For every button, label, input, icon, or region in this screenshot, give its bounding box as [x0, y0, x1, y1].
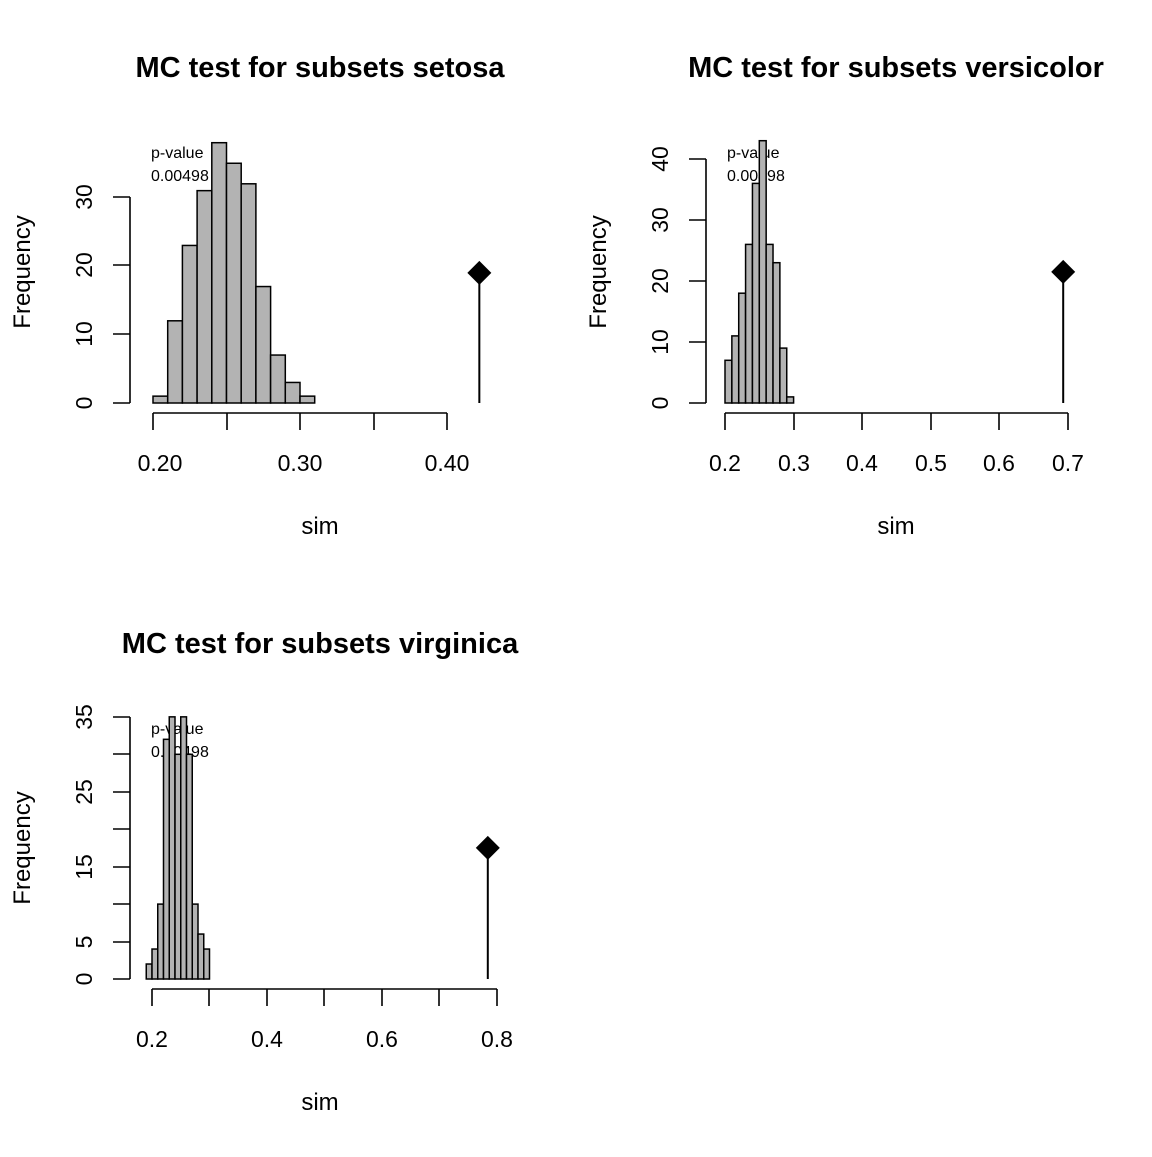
panel-virginica: MC test for subsets virginica Frequency … — [9, 628, 519, 1116]
y-tick-label: 25 — [71, 779, 97, 805]
histogram-bar — [737, 292, 747, 404]
chart-title: MC test for subsets virginica — [122, 628, 519, 660]
y-tick-label: 20 — [647, 268, 673, 294]
x-tick-label: 0.7 — [1052, 450, 1084, 476]
y-axis-ticks — [113, 196, 130, 404]
histogram-bar — [166, 320, 184, 404]
histogram-bar — [174, 753, 182, 980]
x-tick-label: 0.3 — [778, 450, 810, 476]
histogram-bars — [724, 139, 795, 404]
histogram-bars — [145, 716, 211, 980]
y-tick-label: 0 — [71, 973, 97, 986]
observed-statistic — [467, 260, 492, 403]
observed-diamond-marker — [1051, 259, 1076, 284]
histogram-bar — [196, 189, 213, 404]
x-tick-label: 0.40 — [425, 450, 470, 476]
observed-diamond-marker — [475, 835, 500, 860]
histogram-bar — [203, 948, 211, 980]
p-value-value: 0.00498 — [727, 168, 785, 185]
x-axis-label: sim — [877, 513, 914, 540]
x-tick-label: 0.4 — [846, 450, 878, 476]
chart-title: MC test for subsets versicolor — [688, 52, 1104, 84]
histogram-bar — [151, 948, 159, 980]
histogram-bar — [731, 335, 740, 404]
x-tick-label: 0.2 — [709, 450, 741, 476]
y-tick-label: 40 — [647, 146, 673, 172]
histogram-bar — [152, 395, 169, 404]
y-tick-label: 30 — [647, 207, 673, 233]
chart-title: MC test for subsets setosa — [135, 52, 505, 84]
y-axis-label: Frequency — [585, 215, 612, 328]
x-tick-label: 0.4 — [251, 1026, 283, 1052]
x-tick-label: 0.2 — [136, 1026, 168, 1052]
observed-statistic — [1051, 259, 1076, 403]
histogram-bar — [758, 139, 767, 404]
y-axis-ticks — [689, 158, 706, 404]
y-tick-label: 0 — [647, 397, 673, 410]
y-axis-ticks — [113, 716, 130, 980]
x-tick-label: 0.20 — [138, 450, 183, 476]
x-axis-label: sim — [301, 1089, 338, 1116]
histogram-bar — [181, 244, 198, 404]
observed-statistic — [475, 835, 500, 979]
x-axis-ticks — [152, 413, 448, 430]
panel-setosa: MC test for subsets setosa Frequency sim… — [9, 52, 505, 540]
y-tick-label: 15 — [71, 854, 97, 880]
histogram-bar — [269, 354, 287, 404]
x-axis-ticks — [151, 989, 498, 1006]
y-tick-label: 20 — [71, 252, 97, 278]
p-value-label: p-value — [727, 145, 780, 162]
x-tick-label: 0.30 — [278, 450, 323, 476]
histogram-bar — [255, 285, 272, 404]
p-value-label: p-value — [151, 721, 204, 738]
histogram-bar — [772, 261, 781, 404]
histogram-bar — [785, 396, 795, 404]
histogram-bar — [211, 141, 228, 404]
y-tick-label: 10 — [71, 321, 97, 347]
histogram-bar — [765, 243, 774, 404]
histogram-bar — [225, 162, 242, 404]
panel-versicolor: MC test for subsets versicolor Frequency… — [585, 52, 1104, 540]
observed-diamond-marker — [467, 260, 492, 285]
histogram-bar — [145, 963, 153, 980]
histogram-bar — [162, 738, 170, 980]
y-tick-label: 30 — [71, 184, 97, 210]
p-value-value: 0.00498 — [151, 168, 209, 185]
x-tick-label: 0.8 — [481, 1026, 513, 1052]
x-tick-label: 0.5 — [915, 450, 947, 476]
y-tick-label: 35 — [71, 704, 97, 730]
histogram-bar — [197, 933, 205, 980]
histogram-bar — [299, 395, 316, 404]
histogram-bars — [152, 141, 316, 404]
y-axis-label: Frequency — [9, 215, 36, 328]
x-tick-label: 0.6 — [983, 450, 1015, 476]
histogram-bar — [240, 183, 257, 404]
histogram-bar — [180, 716, 188, 980]
histogram-bar — [284, 381, 301, 404]
x-tick-label: 0.6 — [366, 1026, 398, 1052]
y-tick-label: 5 — [71, 936, 97, 949]
y-axis-label: Frequency — [9, 791, 36, 904]
y-tick-label: 10 — [647, 329, 673, 355]
histogram-bar — [779, 347, 788, 404]
y-tick-label: 0 — [71, 397, 97, 410]
histogram-bar — [168, 716, 176, 980]
histogram-bar — [191, 903, 199, 980]
histogram-bar — [724, 359, 733, 404]
histogram-bar — [185, 753, 193, 980]
histogram-bar — [157, 903, 165, 980]
p-value-label: p-value — [151, 145, 204, 162]
histogram-bar — [751, 182, 761, 404]
x-axis-ticks — [724, 413, 1069, 430]
histogram-bar — [744, 243, 754, 404]
x-axis-label: sim — [301, 513, 338, 540]
